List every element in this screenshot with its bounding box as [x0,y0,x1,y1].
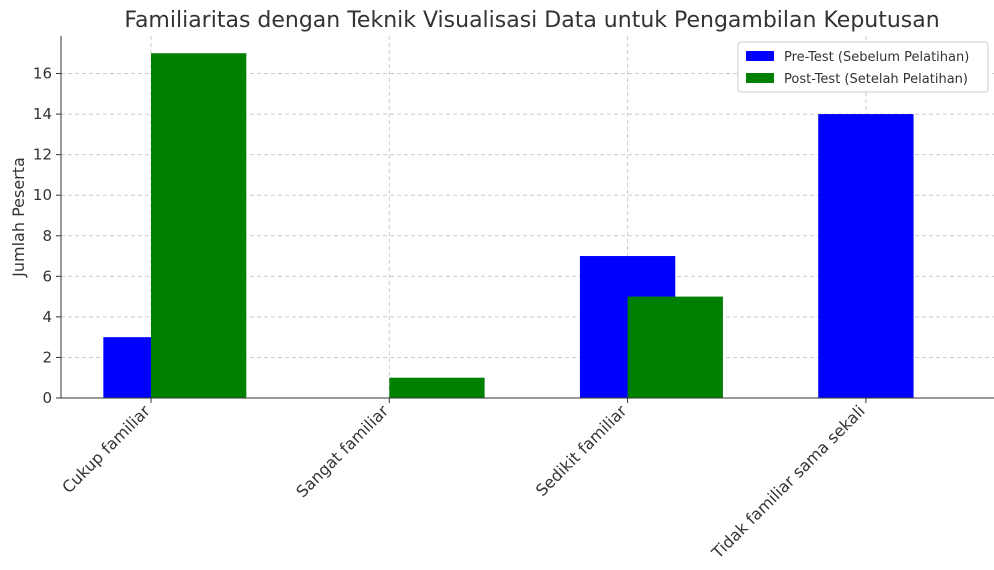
y-tick-label: 6 [42,267,52,285]
bar [151,53,247,398]
legend-box [737,41,989,93]
y-tick-label: 0 [42,389,52,407]
legend-label: Pre-Test (Sebelum Pelatihan) [784,50,969,65]
x-tick-label: Sangat familiar [292,401,392,501]
y-tick-label: 10 [33,186,52,204]
bar [818,114,914,398]
legend-label: Post-Test (Setelah Pelatihan) [784,72,968,87]
bar [627,296,723,398]
x-tick-label: Cukup familiar [58,401,154,497]
y-tick-label: 8 [42,227,52,245]
legend-swatch [746,51,774,61]
x-tick-label: Tidak familiar sama sekali [707,401,868,562]
bar [389,377,485,398]
y-tick-label: 14 [33,105,52,123]
y-tick-label: 16 [33,65,52,83]
legend-swatch [746,73,774,83]
chart-title: Familiaritas dengan Teknik Visualisasi D… [124,8,939,33]
y-axis-label: Jumlah Peserta [9,157,28,278]
x-tick-label: Sedikit familiar [532,401,631,500]
y-tick-label: 12 [33,146,52,164]
y-tick-label: 2 [42,348,52,366]
y-tick-label: 4 [42,308,52,326]
